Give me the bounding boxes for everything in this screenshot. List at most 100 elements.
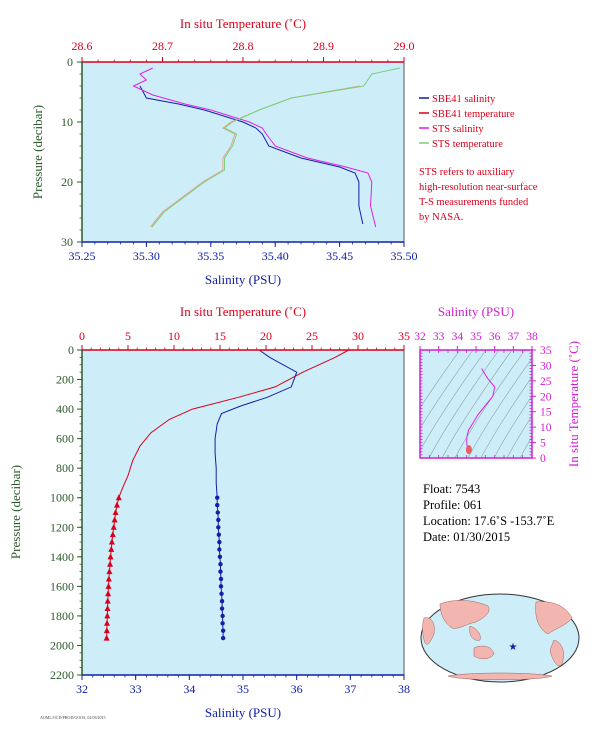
pres-tick-label: 1000 [50, 491, 74, 505]
profile-line [118, 349, 350, 498]
temp-tick-label: 0 [79, 329, 85, 343]
temperature-marker [112, 509, 119, 515]
temperature-marker [109, 531, 116, 538]
legend-label: SBE41 temperature [432, 109, 515, 120]
temp-tick-label: 28.6 [72, 39, 93, 53]
note-line: by NASA. [419, 212, 463, 223]
temp-tick-label: 10 [168, 329, 180, 343]
pres-tick-label: 1400 [50, 550, 74, 564]
salinity-marker [220, 613, 225, 619]
top-temp-axis-title: In situ Temperature (˚C) [180, 16, 306, 31]
ts-sal-axis-title: Salinity (PSU) [438, 304, 514, 319]
temp-tick-label: 15 [214, 329, 226, 343]
sal-tick-label: 35.50 [391, 249, 418, 263]
note-line: STS refers to auxiliary [419, 167, 515, 178]
legend-label: STS temperature [432, 139, 503, 150]
top-series-line [139, 85, 364, 225]
ts-ticks-group: 32 33 34 35 36 37 38 0 5 10 15 20 25 30 35 [414, 331, 552, 465]
main-temp-axis-title: In situ Temperature (˚C) [180, 304, 306, 319]
ts-sal-tick-label: 35 [470, 331, 482, 343]
salinity-marker [219, 591, 224, 596]
sal-tick-label: 35.35 [197, 249, 224, 263]
salinity-marker [218, 569, 223, 574]
date: Date: 01/30/2015 [423, 530, 510, 544]
pres-tick-label: 10 [61, 115, 73, 129]
pres-tick-label: 30 [61, 235, 73, 249]
salinity-marker [219, 606, 225, 611]
temperature-marker [113, 501, 120, 508]
ts-temp-tick-label: 35 [540, 345, 552, 357]
land-se-asia [469, 625, 481, 641]
temperature-marker [104, 619, 111, 626]
top-plot-background [82, 62, 404, 242]
top-sal-axis-title: Salinity (PSU) [205, 272, 281, 287]
ts-curve [466, 368, 496, 450]
ts-series-group [465, 368, 496, 455]
land-north-america [535, 601, 573, 635]
pres-tick-label: 2000 [50, 638, 74, 652]
salinity-marker [216, 517, 221, 523]
temp-tick-label: 30 [352, 329, 364, 343]
sts-note: STS refers to auxiliary high-resolution … [419, 167, 538, 223]
density-contour [428, 350, 500, 458]
pres-tick-label: 800 [56, 461, 74, 475]
float-info: Float: 7543 Profile: 061 Location: 17.6˚… [423, 482, 555, 544]
main-pres-axis-title: Pressure (decibar) [8, 465, 23, 559]
temperature-marker [111, 516, 118, 523]
temperature-marker [115, 494, 122, 501]
temperature-marker [105, 590, 112, 597]
profile-line [214, 349, 298, 498]
salinity-marker [215, 495, 220, 500]
sal-tick-label: 35 [237, 682, 249, 696]
land-south-america [549, 639, 564, 666]
salinity-marker [220, 628, 226, 633]
legend-item-sbe41-temperature: SBE41 temperature [419, 109, 515, 120]
ts-temp-tick-label: 25 [540, 376, 552, 388]
density-contour [519, 436, 532, 458]
salinity-marker [217, 547, 222, 552]
temp-tick-label: 28.7 [152, 39, 173, 53]
sal-tick-label: 34 [183, 682, 195, 696]
pres-tick-label: 2200 [50, 668, 74, 682]
sal-tick-label: 35.25 [69, 249, 96, 263]
sal-tick-label: 35.45 [326, 249, 353, 263]
pres-tick-label: 600 [56, 432, 74, 446]
temp-tick-label: 28.9 [313, 39, 334, 53]
top-panel: 28.6 28.7 28.8 28.9 29.0 35.25 35.30 35.35 35.40… [30, 16, 418, 287]
legend-item-sts-salinity: STS salinity [419, 124, 484, 135]
ts-sal-tick-label: 33 [433, 331, 445, 343]
legend: SBE41 salinity SBE41 temperature STS sal… [419, 94, 515, 150]
density-contour [467, 357, 532, 458]
land-asia [439, 600, 490, 629]
main-panel: 0 5 10 15 20 25 30 35 32 33 34 35 36 37 38 0 200 400 600 80… [8, 304, 410, 720]
temp-tick-label: 5 [125, 329, 131, 343]
temperature-marker [108, 545, 115, 552]
float-id: Float: 7543 [423, 482, 480, 496]
ts-plot-background [420, 350, 532, 458]
pres-tick-label: 0 [67, 55, 73, 69]
temp-tick-label: 35 [398, 329, 410, 343]
ts-temp-axis-title: In situ Temperature (˚C) [566, 341, 581, 467]
main-plot-background [82, 350, 404, 675]
map-land [422, 600, 573, 680]
temperature-marker [103, 634, 110, 641]
temperature-marker [103, 627, 110, 634]
land-antarctica [447, 672, 553, 680]
float-position-star-icon: ★ [509, 642, 518, 653]
temp-tick-label: 20 [260, 329, 272, 343]
pres-tick-label: 20 [61, 175, 73, 189]
salinity-marker [218, 584, 224, 589]
density-contour [480, 376, 532, 458]
sal-tick-label: 35.40 [262, 249, 289, 263]
main-sal-axis-title: Salinity (PSU) [205, 705, 281, 720]
pres-tick-label: 1800 [50, 609, 74, 623]
top-series-line [151, 67, 401, 228]
ts-temp-tick-label: 0 [540, 453, 546, 465]
pres-tick-label: 400 [56, 402, 74, 416]
sal-tick-label: 37 [344, 682, 356, 696]
ts-temp-tick-label: 15 [540, 407, 552, 419]
top-ticks-group: 28.6 28.7 28.8 28.9 29.0 35.25 35.30 35.35 35.40… [61, 39, 418, 263]
ts-temp-tick-label: 30 [540, 360, 552, 372]
temp-tick-label: 25 [306, 329, 318, 343]
